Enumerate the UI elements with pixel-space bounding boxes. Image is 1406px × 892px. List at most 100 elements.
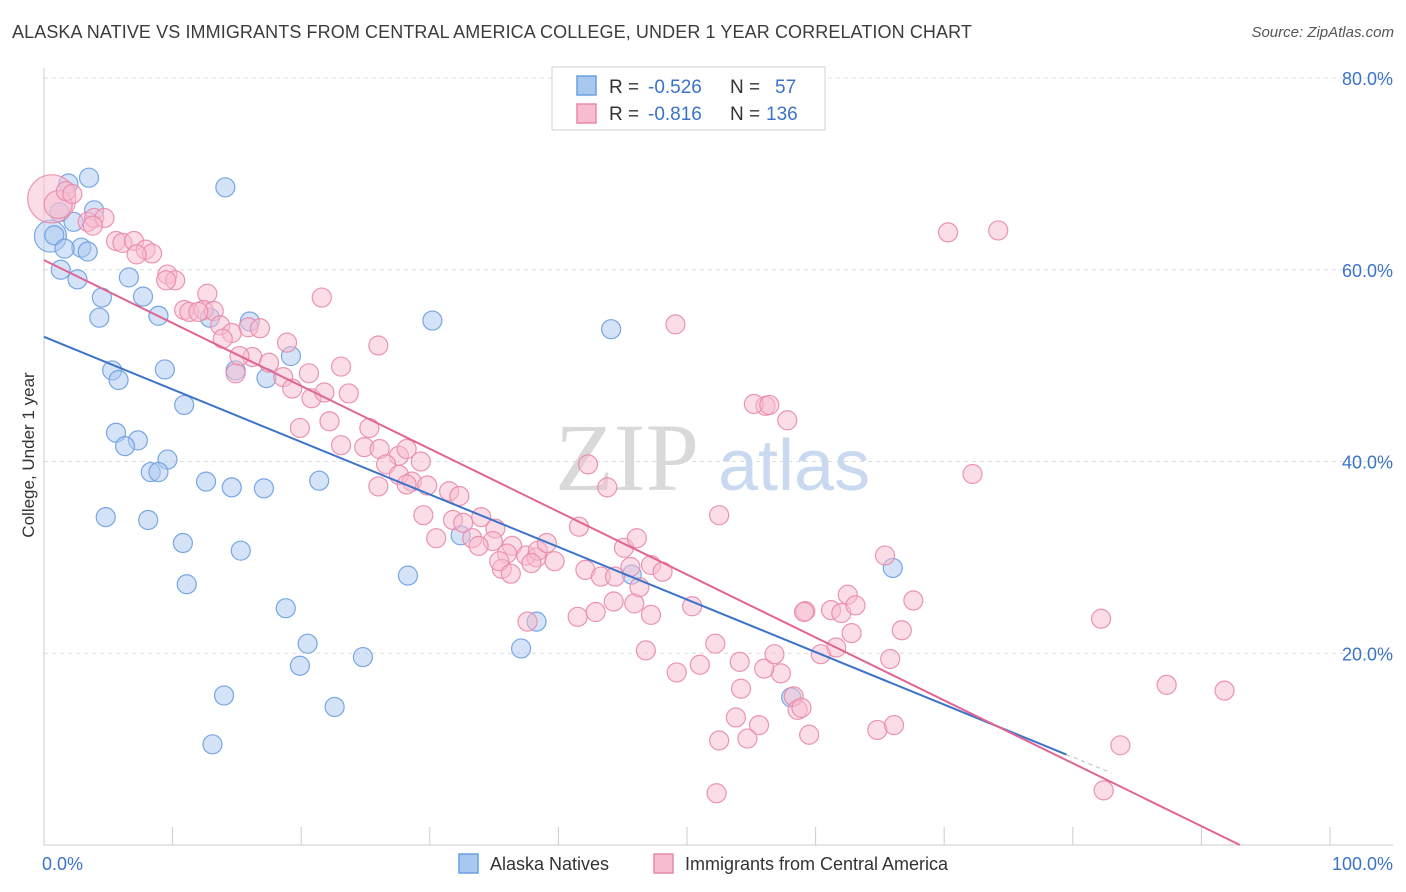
series-immigrants-central-america bbox=[27, 174, 1235, 804]
scatter-point bbox=[54, 238, 75, 259]
scatter-point bbox=[601, 319, 622, 340]
scatter-point bbox=[148, 461, 169, 483]
scatter-point bbox=[324, 696, 345, 718]
scatter-point bbox=[689, 654, 710, 675]
scatter-point bbox=[1156, 674, 1177, 695]
y-tick-label: 20.0% bbox=[1342, 644, 1393, 664]
trend-line-blue-extension bbox=[1066, 754, 1112, 774]
scatter-point bbox=[544, 551, 565, 572]
scatter-point bbox=[725, 707, 746, 728]
scatter-point bbox=[417, 475, 438, 496]
scatter-point bbox=[215, 177, 236, 198]
scatter-point bbox=[156, 270, 177, 291]
scatter-point bbox=[770, 663, 791, 684]
scatter-point bbox=[297, 633, 318, 654]
scatter-point bbox=[138, 509, 159, 531]
scatter-point bbox=[709, 505, 730, 526]
scatter-point bbox=[468, 535, 489, 556]
legend-n-value: 136 bbox=[766, 104, 798, 125]
legend-swatch-pink bbox=[576, 103, 597, 124]
scatter-point bbox=[368, 335, 389, 356]
scatter-point bbox=[666, 662, 687, 683]
scatter-point bbox=[729, 651, 750, 672]
watermark-atlas: atlas bbox=[718, 426, 870, 506]
scatter-point bbox=[126, 244, 147, 265]
scatter-point bbox=[352, 646, 374, 668]
scatter-point bbox=[867, 719, 888, 741]
scatter-point bbox=[82, 215, 103, 236]
legend-r-value: -0.816 bbox=[648, 104, 702, 125]
scatter-point bbox=[410, 451, 431, 472]
x-tick-label: 100.0% bbox=[1332, 854, 1393, 874]
scatter-point bbox=[640, 604, 662, 626]
scatter-point bbox=[1110, 735, 1131, 756]
legend-n-label: N = bbox=[730, 104, 760, 125]
scatter-point bbox=[62, 183, 83, 205]
scatter-point bbox=[706, 783, 727, 804]
scatter-point bbox=[95, 507, 116, 528]
scatter-point bbox=[309, 470, 330, 491]
legend: R = -0.526 N = 57 R = -0.816 N = 136 bbox=[551, 66, 826, 131]
watermark: ZIP atlas bbox=[555, 404, 870, 511]
scatter-point bbox=[845, 595, 866, 616]
scatter-point bbox=[314, 382, 335, 403]
gridlines bbox=[44, 77, 1393, 654]
chart-source: Source: ZipAtlas.com bbox=[1251, 24, 1394, 41]
y-axis-title: College, Under 1 year bbox=[19, 372, 38, 538]
tick-labels: 20.0% 40.0% 60.0% 80.0% 0.0% 100.0% bbox=[42, 69, 1393, 874]
scatter-point bbox=[665, 314, 686, 335]
scatter-point bbox=[777, 410, 798, 431]
scatter-point bbox=[880, 648, 901, 670]
scatter-point bbox=[426, 528, 447, 549]
scatter-point bbox=[567, 606, 588, 627]
trend-lines bbox=[43, 259, 1241, 846]
scatter-point bbox=[937, 222, 959, 243]
scatter-point bbox=[635, 640, 656, 661]
scatter-point bbox=[50, 259, 71, 280]
scatter-point bbox=[188, 301, 209, 323]
watermark-zip: ZIP bbox=[555, 404, 699, 511]
scatter-point bbox=[330, 435, 352, 456]
y-tick-label: 60.0% bbox=[1342, 261, 1393, 281]
scatter-point bbox=[213, 685, 235, 706]
scatter-point bbox=[891, 620, 912, 641]
scatter-point bbox=[289, 417, 311, 439]
scatter-point bbox=[705, 633, 726, 654]
scatter-point bbox=[413, 505, 434, 526]
scatter-point bbox=[319, 411, 340, 432]
scatter-point bbox=[754, 658, 775, 679]
scatter-point bbox=[275, 598, 296, 619]
y-tick-label: 80.0% bbox=[1342, 69, 1393, 89]
legend-swatch-blue bbox=[576, 75, 597, 96]
trend-line-pink bbox=[43, 259, 1241, 846]
bottom-legend-swatch-pink bbox=[653, 853, 674, 874]
x-tick-label: 0.0% bbox=[42, 854, 83, 874]
scatter-point bbox=[449, 485, 470, 507]
scatter-point bbox=[1214, 680, 1235, 701]
scatter-point bbox=[874, 545, 896, 566]
scatter-point bbox=[471, 507, 492, 528]
scatter-point bbox=[118, 267, 139, 288]
scatter-point bbox=[397, 565, 419, 586]
scatter-point bbox=[298, 363, 320, 384]
scatter-point bbox=[44, 225, 65, 246]
scatter-point bbox=[330, 356, 352, 377]
scatter-point bbox=[396, 438, 417, 460]
legend-r-value: -0.526 bbox=[648, 77, 702, 98]
scatter-point bbox=[253, 478, 275, 499]
scatter-point bbox=[737, 728, 758, 749]
legend-r-label: R = bbox=[609, 77, 639, 98]
scatter-point bbox=[748, 715, 770, 736]
scatter-point bbox=[568, 516, 590, 537]
scatter-point bbox=[132, 286, 154, 307]
scatter-point bbox=[172, 532, 193, 554]
scatter-point bbox=[1093, 780, 1114, 801]
scatter-point bbox=[793, 601, 815, 623]
scatter-point bbox=[276, 332, 298, 353]
scatter-point bbox=[489, 551, 510, 572]
bottom-legend-label: Alaska Natives bbox=[490, 854, 609, 874]
scatter-point bbox=[500, 563, 521, 584]
scatter-point bbox=[311, 287, 332, 308]
bottom-legend: Alaska Natives Immigrants from Central A… bbox=[458, 853, 949, 874]
